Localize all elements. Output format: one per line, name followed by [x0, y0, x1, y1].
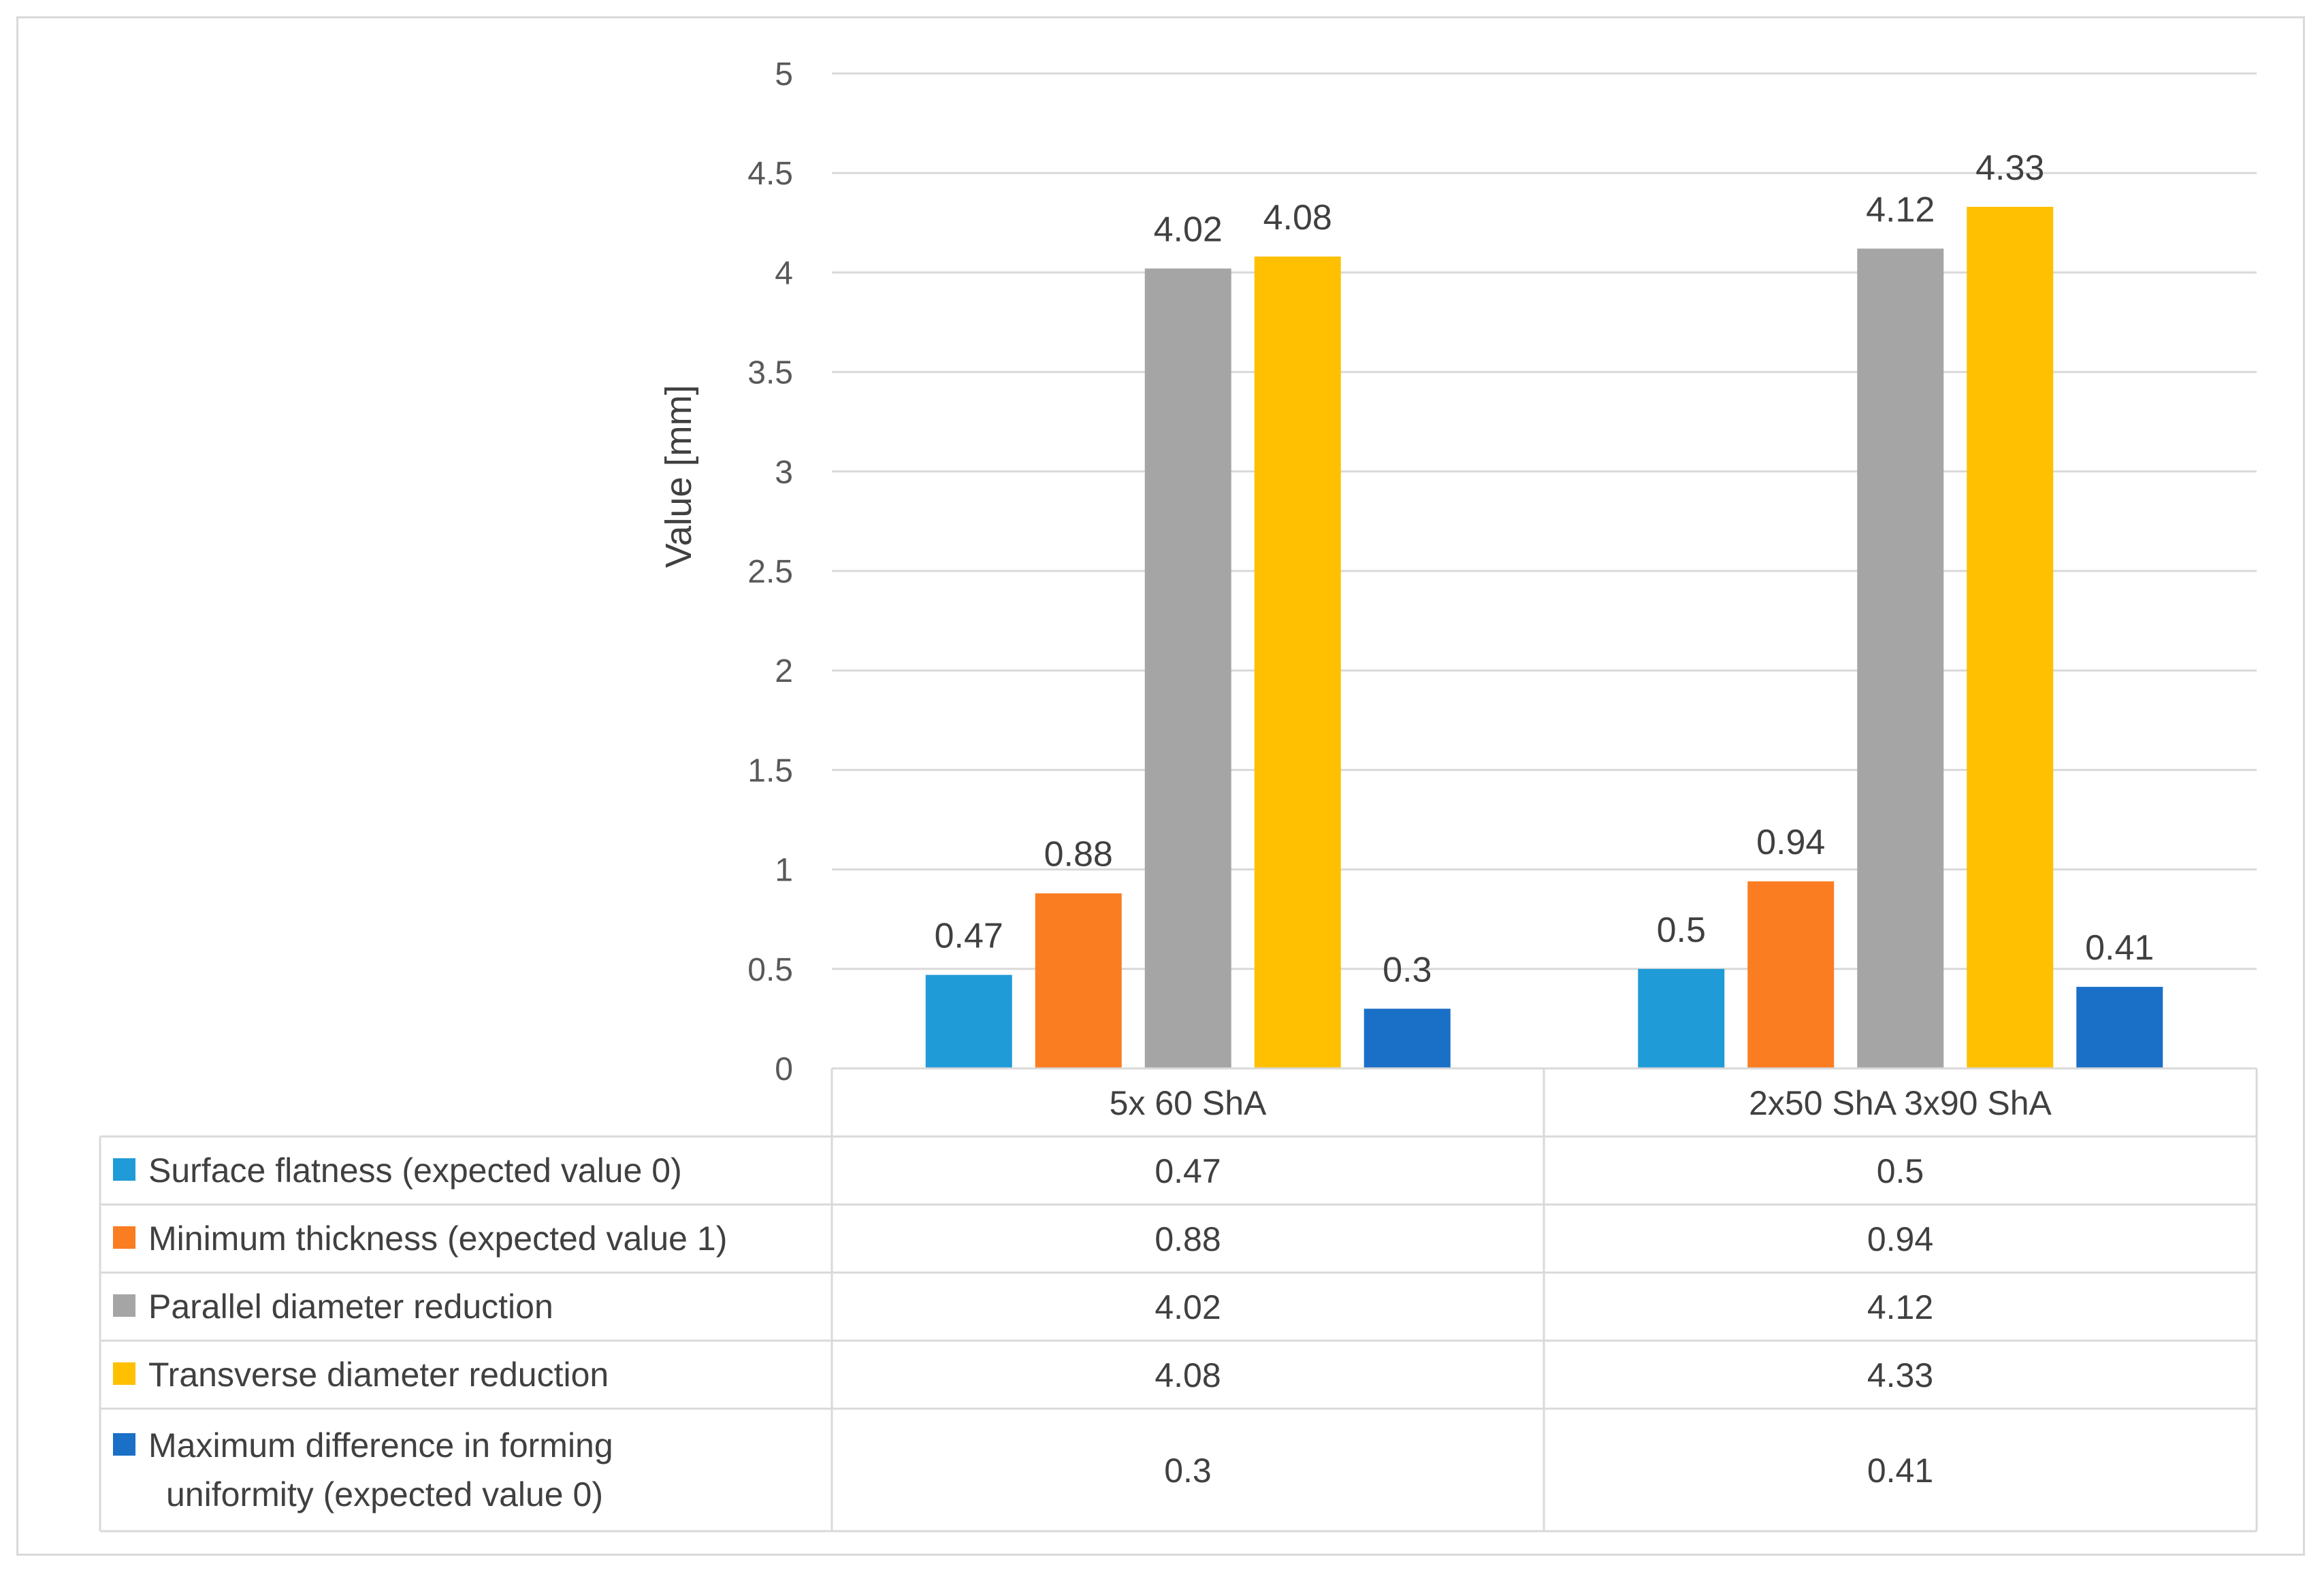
- y-tick-label: 1: [775, 853, 793, 889]
- table-cell-value: 0.41: [1867, 1452, 1933, 1490]
- category-label: 2x50 ShA 3x90 ShA: [1749, 1084, 2052, 1122]
- data-label: 0.41: [2085, 928, 2154, 968]
- bar: [1747, 881, 1835, 1068]
- data-label: 0.88: [1044, 835, 1113, 874]
- category-label: 5x 60 ShA: [1110, 1084, 1267, 1122]
- y-tick-label: 0.5: [747, 952, 793, 988]
- data-label: 0.3: [1383, 950, 1432, 989]
- table-cell-value: 0.47: [1155, 1152, 1221, 1190]
- bar: [1638, 968, 1725, 1068]
- legend-key: [113, 1362, 135, 1385]
- y-tick-label: 3.5: [747, 355, 793, 391]
- bar: [1035, 893, 1122, 1068]
- y-tick-label: 3: [775, 455, 793, 491]
- data-label: 4.02: [1154, 210, 1223, 250]
- y-tick-label: 2.5: [747, 554, 793, 590]
- data-labels: 0.47 0.88 4.02 4.08 0.3 0.5 0.94 4.12 4.33 0.41: [935, 148, 2154, 989]
- bar: [1254, 257, 1341, 1068]
- data-table: 5x 60 ShA 2x50 ShA 3x90 ShA Surface flatne…: [99, 1067, 2258, 1533]
- data-label: 0.5: [1657, 911, 1706, 950]
- y-tick-label: 4.5: [747, 156, 793, 192]
- bar: [1967, 206, 2054, 1069]
- table-cell-value: 0.94: [1867, 1220, 1933, 1258]
- series-name: Minimum thickness (expected value 1): [148, 1219, 727, 1258]
- bar: [1363, 1009, 1451, 1068]
- legend-key: [113, 1158, 135, 1181]
- table-cell-value: 0.5: [1877, 1152, 1924, 1190]
- series-name: Parallel diameter reduction: [148, 1288, 553, 1326]
- bar: [925, 975, 1012, 1068]
- table-cell-value: 4.12: [1867, 1288, 1933, 1326]
- legend-key: [113, 1433, 135, 1456]
- data-label: 4.33: [1975, 148, 2044, 188]
- data-label: 0.94: [1756, 823, 1825, 862]
- table-cell-value: 0.3: [1164, 1452, 1212, 1490]
- series-name: Maximum difference in forming uniformity …: [148, 1426, 613, 1513]
- data-label: 0.47: [935, 917, 1003, 956]
- y-tick-label: 4: [775, 255, 793, 291]
- y-tick-label: 2: [775, 653, 793, 689]
- series-name: Surface flatness (expected value 0): [148, 1151, 682, 1190]
- y-axis-ticks: 0 0.5 1 1.5 2 2.5 3 3.5 4 4.5 5: [747, 56, 793, 1087]
- table-cell-value: 4.02: [1155, 1288, 1221, 1326]
- bars: [925, 206, 2163, 1069]
- y-tick-label: 5: [775, 56, 793, 93]
- table-cell-value: 0.88: [1155, 1220, 1221, 1258]
- bar: [1857, 248, 1944, 1068]
- table-cell-value: 4.08: [1155, 1356, 1221, 1394]
- table-cell-value: 4.33: [1867, 1356, 1933, 1394]
- data-label: 4.12: [1866, 190, 1935, 229]
- y-tick-label: 0: [775, 1051, 793, 1087]
- bar: [2076, 987, 2163, 1068]
- legend-key: [113, 1226, 135, 1249]
- legend-key: [113, 1294, 135, 1317]
- series-name: Transverse diameter reduction: [148, 1356, 609, 1394]
- y-axis-title: Value [mm]: [658, 384, 699, 568]
- y-tick-label: 1.5: [747, 753, 793, 789]
- data-label: 4.08: [1263, 198, 1332, 238]
- bar: [1144, 268, 1231, 1068]
